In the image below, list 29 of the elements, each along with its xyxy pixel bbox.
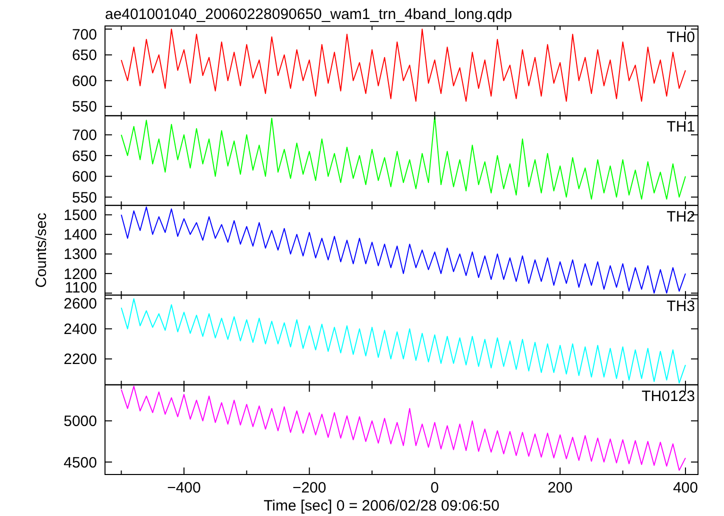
y-axis-title: Counts/sec xyxy=(33,212,50,288)
y-tick-label: 4500 xyxy=(64,454,97,472)
y-tick-label: 5000 xyxy=(64,413,97,430)
annotation: TH1 xyxy=(666,118,695,136)
y-tick-label: 600 xyxy=(72,72,97,90)
y-tick-label: 2400 xyxy=(64,321,97,338)
annotation: TH0 xyxy=(666,29,695,46)
y-tick-label: 1400 xyxy=(64,226,97,244)
y-tick-label: 550 xyxy=(72,189,97,206)
y-tick-label: 650 xyxy=(72,47,97,64)
x-axis-title: Time [sec] 0 = 2006/02/28 09:06:50 xyxy=(264,498,500,514)
y-tick-label: 700 xyxy=(72,127,97,144)
x-tick-label: 400 xyxy=(672,480,698,496)
y-tick-label: 1300 xyxy=(64,246,97,264)
y-tick-label: 2600 xyxy=(64,295,97,312)
x-tick-label: 0 xyxy=(430,480,439,496)
y-tick-label: 1500 xyxy=(64,207,97,224)
y-tick-label: 600 xyxy=(72,168,97,186)
annotation: TH2 xyxy=(666,208,695,226)
annotation: TH0123 xyxy=(642,388,695,405)
y-tick-label: 700 xyxy=(72,26,97,44)
x-tick-label: 200 xyxy=(548,480,573,496)
y-tick-label: 550 xyxy=(72,98,97,116)
x-tick-label: −400 xyxy=(167,480,201,496)
x-tick-label: −200 xyxy=(292,480,326,496)
y-tick-label: 2200 xyxy=(64,351,97,368)
chart-title: ae401001040_20060228090650_wam1_trn_4band_long.qdp xyxy=(105,6,512,23)
annotation: TH3 xyxy=(666,298,695,316)
y-tick-label: 650 xyxy=(72,148,97,165)
